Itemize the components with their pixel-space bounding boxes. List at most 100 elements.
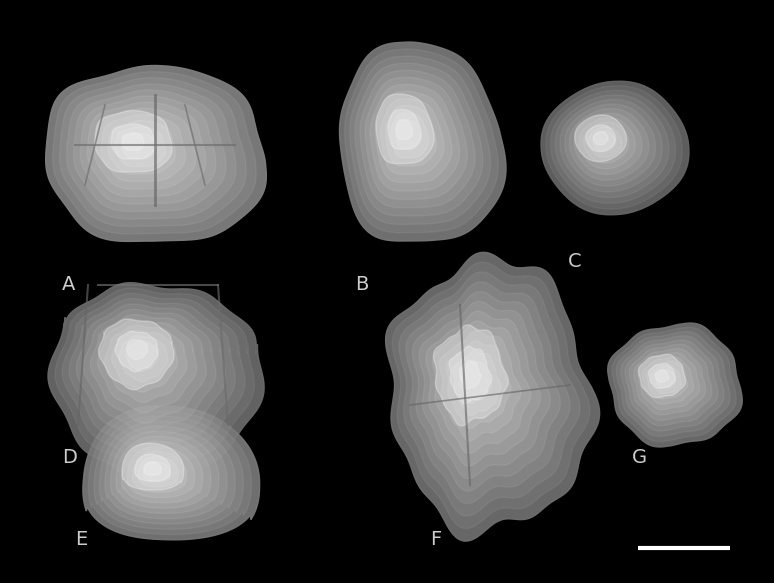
Polygon shape (104, 325, 187, 402)
Polygon shape (340, 42, 506, 241)
Polygon shape (453, 350, 502, 416)
Polygon shape (385, 252, 600, 541)
Polygon shape (621, 336, 724, 431)
Polygon shape (370, 85, 460, 191)
Polygon shape (111, 431, 219, 514)
Polygon shape (656, 370, 669, 382)
Polygon shape (460, 360, 481, 389)
Polygon shape (385, 252, 600, 541)
Polygon shape (642, 357, 694, 404)
Polygon shape (433, 325, 509, 426)
Polygon shape (350, 56, 491, 224)
Polygon shape (46, 65, 266, 241)
Text: A: A (62, 275, 75, 294)
Polygon shape (46, 65, 266, 241)
Polygon shape (655, 370, 676, 388)
Polygon shape (111, 124, 156, 159)
Polygon shape (360, 71, 475, 208)
Polygon shape (593, 132, 615, 152)
Polygon shape (629, 345, 712, 420)
Polygon shape (449, 346, 492, 404)
Polygon shape (375, 92, 452, 182)
Polygon shape (381, 99, 444, 174)
Polygon shape (116, 436, 211, 508)
Polygon shape (60, 78, 246, 226)
Polygon shape (115, 331, 158, 372)
Polygon shape (118, 336, 168, 382)
Polygon shape (139, 456, 178, 487)
Polygon shape (593, 132, 608, 145)
Polygon shape (132, 451, 187, 492)
Polygon shape (612, 327, 736, 441)
Polygon shape (541, 81, 689, 215)
Polygon shape (126, 339, 148, 360)
Polygon shape (83, 406, 259, 540)
Polygon shape (122, 133, 156, 159)
Polygon shape (574, 113, 642, 174)
Polygon shape (77, 304, 225, 444)
Polygon shape (94, 416, 243, 529)
Polygon shape (98, 319, 174, 390)
Polygon shape (399, 272, 580, 516)
Polygon shape (550, 90, 676, 203)
Polygon shape (388, 110, 421, 149)
Polygon shape (122, 133, 144, 150)
Polygon shape (88, 411, 252, 535)
Polygon shape (344, 49, 498, 233)
Polygon shape (541, 81, 689, 215)
Text: B: B (355, 275, 368, 294)
Polygon shape (94, 108, 196, 189)
Polygon shape (446, 340, 511, 429)
Text: D: D (62, 448, 77, 467)
Polygon shape (634, 349, 706, 415)
Polygon shape (100, 421, 235, 524)
Polygon shape (94, 110, 172, 172)
Text: G: G (632, 448, 647, 467)
Polygon shape (396, 120, 413, 139)
Polygon shape (570, 108, 649, 180)
Polygon shape (608, 323, 742, 447)
Polygon shape (565, 104, 656, 186)
Polygon shape (420, 301, 550, 479)
Polygon shape (53, 72, 256, 234)
Polygon shape (108, 121, 176, 174)
Polygon shape (638, 353, 700, 410)
Polygon shape (575, 115, 626, 161)
Polygon shape (84, 309, 216, 434)
Polygon shape (111, 331, 177, 392)
Polygon shape (74, 90, 226, 212)
Polygon shape (83, 406, 259, 540)
Polygon shape (122, 441, 203, 503)
Polygon shape (588, 127, 622, 157)
Polygon shape (98, 320, 197, 413)
Polygon shape (101, 114, 186, 181)
Polygon shape (625, 340, 718, 426)
Text: F: F (430, 530, 441, 549)
Polygon shape (413, 292, 560, 491)
Polygon shape (584, 122, 628, 163)
Polygon shape (144, 462, 170, 482)
Text: E: E (75, 530, 87, 549)
Polygon shape (385, 106, 437, 166)
Polygon shape (406, 282, 570, 504)
Polygon shape (433, 321, 531, 454)
Polygon shape (639, 354, 686, 398)
Polygon shape (48, 283, 264, 485)
Polygon shape (560, 100, 662, 192)
Polygon shape (62, 293, 245, 465)
Polygon shape (55, 288, 255, 475)
Polygon shape (608, 323, 742, 447)
Polygon shape (546, 86, 682, 209)
Polygon shape (392, 262, 590, 529)
Polygon shape (340, 42, 506, 241)
Polygon shape (67, 84, 236, 219)
Polygon shape (91, 315, 207, 423)
Polygon shape (69, 298, 235, 454)
Polygon shape (80, 96, 216, 204)
Polygon shape (105, 426, 227, 519)
Polygon shape (125, 341, 158, 371)
Polygon shape (115, 127, 166, 167)
Polygon shape (616, 332, 730, 436)
Polygon shape (135, 454, 170, 481)
Polygon shape (122, 443, 183, 490)
